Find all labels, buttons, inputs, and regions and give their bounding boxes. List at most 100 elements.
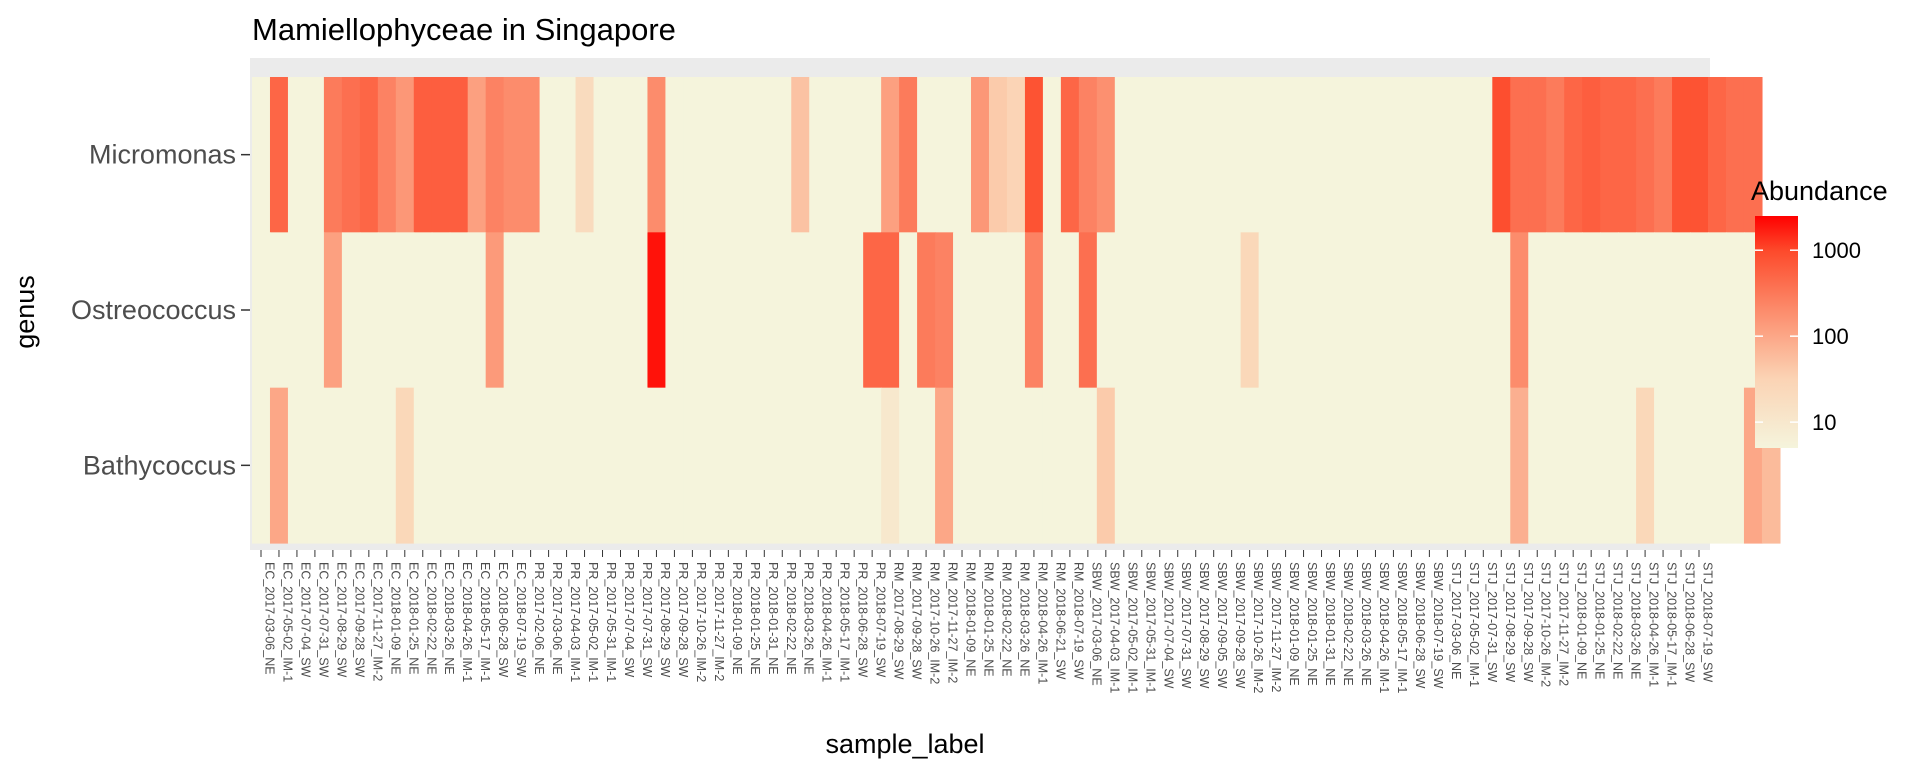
heatmap-cell: [917, 232, 936, 389]
heatmap-cell: [791, 387, 810, 544]
y-axis: Micromonas Ostreococcus Bathycoccus: [71, 140, 250, 480]
heatmap-cell: [1168, 232, 1188, 389]
heatmap-cell: [1708, 232, 1727, 389]
x-tick-label: RM_2018-03-26_NE: [1017, 562, 1031, 677]
x-tick-label: SBW_2018-01-25_NE: [1305, 562, 1319, 686]
x-tick-label: EC_2017-07-04_SW: [298, 562, 312, 678]
heatmap-cell: [737, 232, 756, 389]
x-tick-label: PR_2018-05-17_IM-1: [838, 562, 852, 682]
x-tick-label: SBW_2017-10-26_IM-2: [1251, 562, 1265, 693]
x-tick-label: EC_2017-03-06_NE: [262, 562, 276, 675]
x-tick-label: RM_2018-06-21_SW: [1053, 562, 1067, 680]
heatmap-cell: [305, 387, 325, 544]
heatmap-cell: [323, 387, 343, 544]
heatmap-cell: [1420, 387, 1439, 544]
heatmap-cell: [1132, 77, 1152, 233]
heatmap-cell: [1366, 232, 1386, 389]
x-tick-label: SBW_2017-04-03_IM-1: [1107, 562, 1121, 693]
x-tick-label: SBW_2018-06-28_SW: [1413, 562, 1427, 689]
heatmap-cell: [1204, 387, 1224, 544]
heatmap-cell: [791, 77, 810, 233]
legend-tick-label: 10: [1812, 410, 1836, 435]
heatmap-cell: [539, 77, 559, 233]
heatmap-cell: [575, 387, 595, 544]
heatmap-cell: [1222, 387, 1242, 544]
heatmap-cell: [988, 232, 1008, 389]
heatmap-cell: [701, 77, 720, 233]
heatmap-cell: [323, 77, 343, 233]
heatmap-cell: [269, 77, 289, 233]
heatmap-cell: [1132, 387, 1152, 544]
x-tick-label: EC_2017-07-31_SW: [316, 562, 330, 678]
heatmap-cell: [1276, 232, 1296, 389]
heatmap-cell: [1006, 232, 1026, 389]
heatmap-cell: [1312, 77, 1332, 233]
heatmap-cell: [1348, 77, 1368, 233]
x-tick-label: SBW_2017-08-29_SW: [1197, 562, 1211, 689]
heatmap-cell: [1276, 77, 1296, 233]
heatmap-cell: [1240, 387, 1260, 544]
x-tick-label: SBW_2018-02-22_NE: [1341, 562, 1355, 686]
heatmap-cell: [413, 387, 433, 544]
heatmap-cell: [1402, 387, 1421, 544]
heatmap-cell: [1456, 387, 1475, 544]
heatmap-cell: [377, 77, 397, 233]
heatmap-cell: [395, 387, 415, 544]
heatmap-cell: [881, 387, 900, 544]
heatmap-cell: [341, 77, 361, 233]
x-tick-label: PR_2018-02-22_NE: [784, 562, 798, 675]
x-tick-label: EC_2018-04-26_IM-1: [460, 562, 474, 682]
heatmap-cell: [1258, 387, 1278, 544]
heatmap-cell: [1204, 77, 1224, 233]
heatmap-cell: [252, 232, 271, 389]
heatmap-cell: [431, 77, 451, 233]
heatmap-cell: [1708, 77, 1727, 233]
heatmap-cell: [467, 77, 487, 233]
heatmap-cell: [988, 387, 1008, 544]
x-tick-label: PR_2018-01-31_NE: [766, 562, 780, 675]
heatmap-cell: [1222, 232, 1242, 389]
x-tick-label: SBW_2017-11-27_IM-2: [1269, 562, 1283, 692]
heatmap-cell: [467, 232, 487, 389]
heatmap-cell: [557, 387, 577, 544]
heatmap-cell: [1348, 232, 1368, 389]
heatmap-cell: [1114, 77, 1134, 233]
heatmap-cell: [647, 387, 667, 544]
heatmap-cell: [503, 232, 523, 389]
x-tick-label: EC_2018-01-25_NE: [406, 562, 420, 675]
heatmap-cell: [539, 387, 559, 544]
heatmap-cell: [1725, 232, 1745, 389]
heatmap-cell: [521, 387, 541, 544]
x-tick-label: SBW_2018-04-26_IM-1: [1377, 562, 1391, 693]
heatmap-cell: [1024, 77, 1044, 233]
heatmap-cell: [611, 232, 631, 389]
heatmap-cell: [1006, 387, 1026, 544]
x-tick-label: PR_2017-08-29_SW: [658, 562, 672, 678]
heatmap-cell: [935, 232, 954, 389]
heatmap-cell: [1420, 232, 1439, 389]
heatmap-cell: [1672, 232, 1691, 389]
x-tick-label: PR_2017-10-26_IM-2: [694, 562, 708, 682]
heatmap-cell: [539, 232, 559, 389]
heatmap-cell: [755, 232, 774, 389]
x-tick-label: PR_2018-06-28_SW: [856, 562, 870, 678]
heatmap-cell: [809, 387, 828, 544]
heatmap-cell: [1330, 387, 1350, 544]
heatmap-cell: [1438, 232, 1457, 389]
heatmap-cell: [449, 232, 469, 389]
x-tick-label: PR_2018-07-19_SW: [874, 562, 888, 678]
heatmap-cell: [683, 387, 702, 544]
heatmap-cell: [1474, 387, 1493, 544]
heatmap-cell: [665, 387, 685, 544]
heatmap-cell: [1042, 77, 1062, 233]
heatmap-cell: [1510, 232, 1529, 389]
heatmap-cell: [1366, 77, 1386, 233]
heatmap-cell: [1294, 387, 1314, 544]
heatmap-cell: [1564, 77, 1583, 233]
heatmap-cell: [935, 387, 954, 544]
x-tick-label: STJ_2017-05-02_IM-1: [1467, 562, 1481, 687]
x-tick-label: PR_2017-09-28_SW: [676, 562, 690, 678]
heatmap-cell: [1276, 387, 1296, 544]
heatmap-cell: [1204, 232, 1224, 389]
